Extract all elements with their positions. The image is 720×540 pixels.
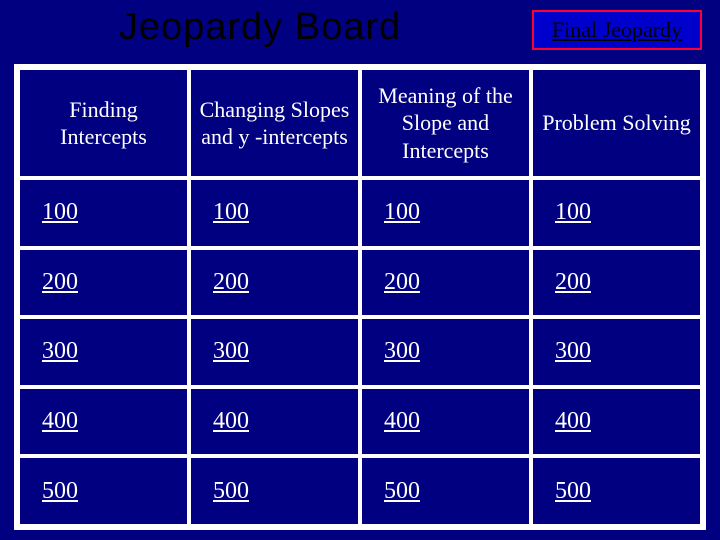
value-cell[interactable]: 100 — [360, 178, 531, 248]
category-row: Finding Intercepts Changing Slopes and y… — [18, 68, 702, 178]
page-title: Jeopardy Board — [0, 6, 520, 49]
value-cell[interactable]: 400 — [360, 387, 531, 457]
value-cell[interactable]: 100 — [189, 178, 360, 248]
category-cell: Meaning of the Slope and Intercepts — [360, 68, 531, 178]
category-cell: Finding Intercepts — [18, 68, 189, 178]
value-row: 300 300 300 300 — [18, 317, 702, 387]
value-cell[interactable]: 200 — [189, 248, 360, 318]
value-cell[interactable]: 500 — [360, 456, 531, 526]
value-cell[interactable]: 300 — [189, 317, 360, 387]
value-cell[interactable]: 400 — [531, 387, 702, 457]
final-jeopardy-button[interactable]: Final Jeopardy — [532, 10, 702, 50]
category-cell: Problem Solving — [531, 68, 702, 178]
value-cell[interactable]: 100 — [18, 178, 189, 248]
value-row: 100 100 100 100 — [18, 178, 702, 248]
value-cell[interactable]: 200 — [360, 248, 531, 318]
value-cell[interactable]: 500 — [18, 456, 189, 526]
value-cell[interactable]: 300 — [531, 317, 702, 387]
value-row: 400 400 400 400 — [18, 387, 702, 457]
value-cell[interactable]: 300 — [360, 317, 531, 387]
value-cell[interactable]: 200 — [531, 248, 702, 318]
value-cell[interactable]: 400 — [189, 387, 360, 457]
jeopardy-board: Finding Intercepts Changing Slopes and y… — [14, 64, 706, 530]
value-cell[interactable]: 200 — [18, 248, 189, 318]
value-cell[interactable]: 100 — [531, 178, 702, 248]
category-cell: Changing Slopes and y -intercepts — [189, 68, 360, 178]
value-cell[interactable]: 300 — [18, 317, 189, 387]
value-row: 200 200 200 200 — [18, 248, 702, 318]
value-cell[interactable]: 500 — [531, 456, 702, 526]
value-cell[interactable]: 400 — [18, 387, 189, 457]
value-cell[interactable]: 500 — [189, 456, 360, 526]
value-row: 500 500 500 500 — [18, 456, 702, 526]
